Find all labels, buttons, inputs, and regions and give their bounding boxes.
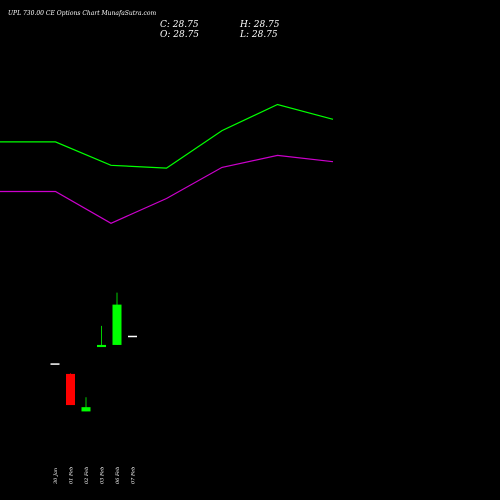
high-value: H: 28.75 [239, 20, 280, 30]
candle [128, 335, 137, 338]
candles-layer [50, 292, 137, 412]
x-tick-label: 06 Feb [115, 467, 121, 484]
x-tick-label: 30 Jan [53, 468, 59, 484]
x-axis-ticks: 30 Jan 01 Feb 02 Feb 03 Feb 06 Feb 07 Feb [53, 467, 137, 484]
chart-title: UPL 730.00 CE Options Chart MunafaSutra.… [8, 10, 156, 17]
x-tick-label: 07 Feb [131, 467, 137, 484]
candle [112, 292, 122, 345]
band-upper-line [0, 103, 334, 169]
candle [81, 397, 91, 412]
candle [66, 373, 75, 406]
open-value: O: 28.75 [160, 30, 199, 40]
x-tick-label: 03 Feb [100, 467, 106, 484]
band-lower-line [0, 154, 334, 224]
candle-body [112, 304, 122, 345]
candle-body [97, 344, 106, 348]
x-tick-label: 01 Feb [69, 467, 75, 484]
candle [50, 363, 60, 365]
candle-body [128, 335, 137, 338]
candle-body [50, 363, 60, 365]
candle [97, 325, 106, 348]
bands-layer [0, 103, 334, 224]
x-tick-label: 02 Feb [84, 467, 90, 484]
close-value: C: 28.75 [160, 20, 199, 30]
candle-body [81, 407, 91, 412]
candle-body [66, 373, 75, 406]
low-value: L: 28.75 [239, 30, 278, 40]
